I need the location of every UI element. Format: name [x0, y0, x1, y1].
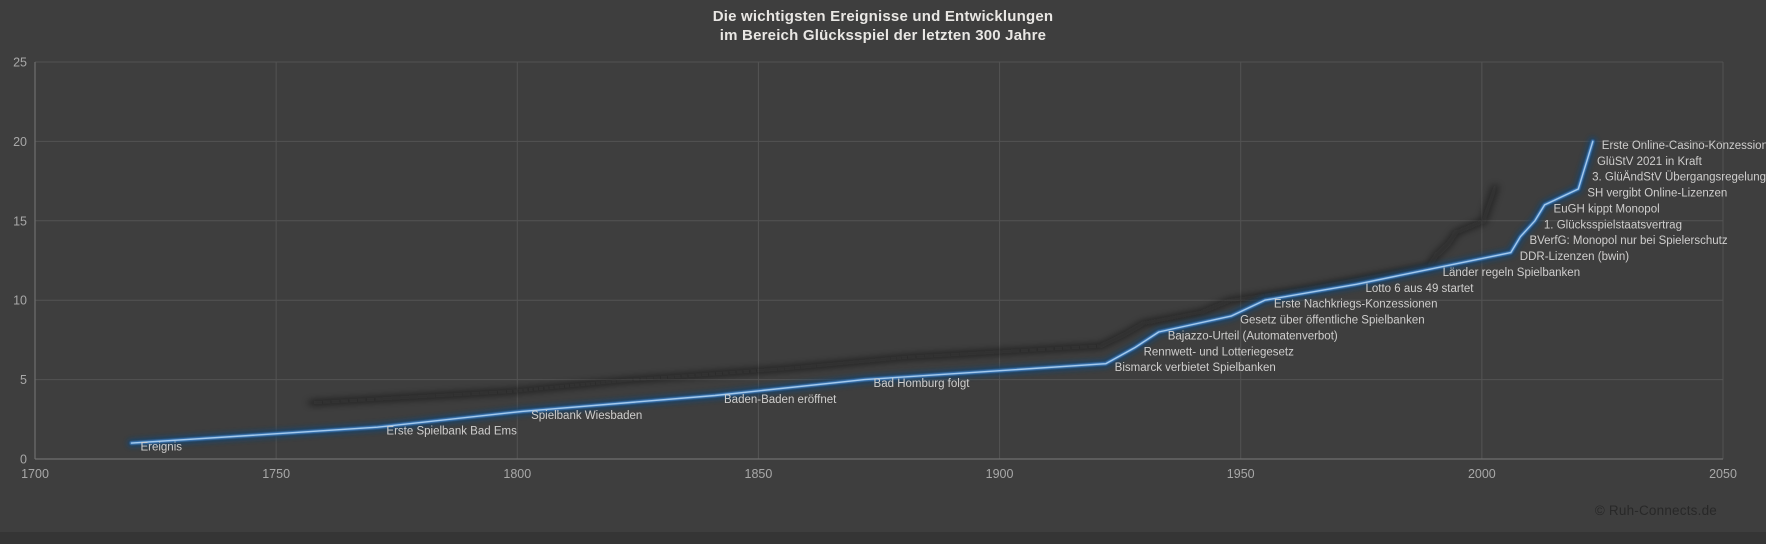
event-label-8: Bajazzo-Urteil (Automatenverbot) [1168, 330, 1338, 342]
x-tick-label-2050: 2050 [1709, 467, 1737, 481]
event-label-11: Lotto 6 aus 49 startet [1365, 283, 1474, 295]
x-tick-label-1700: 1700 [21, 467, 49, 481]
x-tick-label-1800: 1800 [503, 467, 531, 481]
chart-title-line2: im Bereich Glücksspiel der letzten 300 J… [719, 27, 1047, 44]
y-tick-label-5: 5 [20, 373, 27, 387]
y-tick-label-10: 10 [13, 294, 27, 308]
y-tick-label-25: 25 [13, 56, 27, 70]
event-label-9: Gesetz über öffentliche Spielbanken [1240, 315, 1425, 327]
event-label-19: GlüStV 2021 in Kraft [1597, 156, 1703, 168]
event-label-2: Erste Spielbank Bad Ems [386, 426, 517, 438]
event-line-core [130, 140, 1594, 444]
event-label-20: Erste Online-Casino-Konzessionen [1602, 140, 1766, 152]
tick-labels: 1700 1750 1800 1850 1900 1950 2000 2050 0 5 10 15 20… [13, 56, 1737, 482]
chart-title: Die wichtigsten Ereignisse und Entwicklu… [0, 7, 1766, 45]
x-tick-label-1900: 1900 [986, 467, 1014, 481]
event-label-5: Bad Homburg folgt [874, 378, 971, 390]
copyright-text: © Ruh-Connects.de [1594, 503, 1717, 518]
event-label-15: 1. Glücksspielstaatsvertrag [1544, 219, 1682, 231]
event-label-6: Bismarck verbietet Spielbanken [1115, 362, 1276, 374]
y-tick-label-0: 0 [20, 453, 27, 467]
x-tick-label-2000: 2000 [1468, 467, 1496, 481]
x-tick-label-1950: 1950 [1227, 467, 1255, 481]
event-label-12: Länder regeln Spielbanken [1443, 267, 1580, 279]
event-label-16: EuGH kippt Monopol [1554, 203, 1660, 215]
event-label-18: 3. GlüÄndStV Übergangsregelung [1592, 172, 1766, 184]
bottom-strip [0, 532, 1766, 544]
x-tick-label-1750: 1750 [262, 467, 290, 481]
event-label-7: Rennwett- und Lotteriegesetz [1144, 346, 1294, 358]
event-label-17: SH vergibt Online-Lizenzen [1587, 188, 1727, 200]
event-label-13: DDR-Lizenzen (bwin) [1520, 251, 1629, 263]
y-tick-label-20: 20 [13, 135, 27, 149]
event-label-14: BVerfG: Monopol nur bei Spielerschutz [1529, 235, 1727, 247]
axes [34, 62, 1723, 460]
chart-title-line1: Die wichtigsten Ereignisse und Entwicklu… [712, 8, 1054, 25]
y-tick-label-15: 15 [13, 214, 27, 228]
x-tick-label-1850: 1850 [745, 467, 773, 481]
event-label-3: Spielbank Wiesbaden [531, 410, 642, 422]
event-label-1: Ereignis [140, 442, 182, 454]
event-label-10: Erste Nachkriegs-Konzessionen [1274, 299, 1438, 311]
event-line-shadow [308, 184, 1499, 406]
event-label-4: Baden-Baden eröffnet [724, 394, 837, 406]
event-labels: Ereignis Erste Spielbank Bad Ems Spielbank… [140, 140, 1766, 454]
